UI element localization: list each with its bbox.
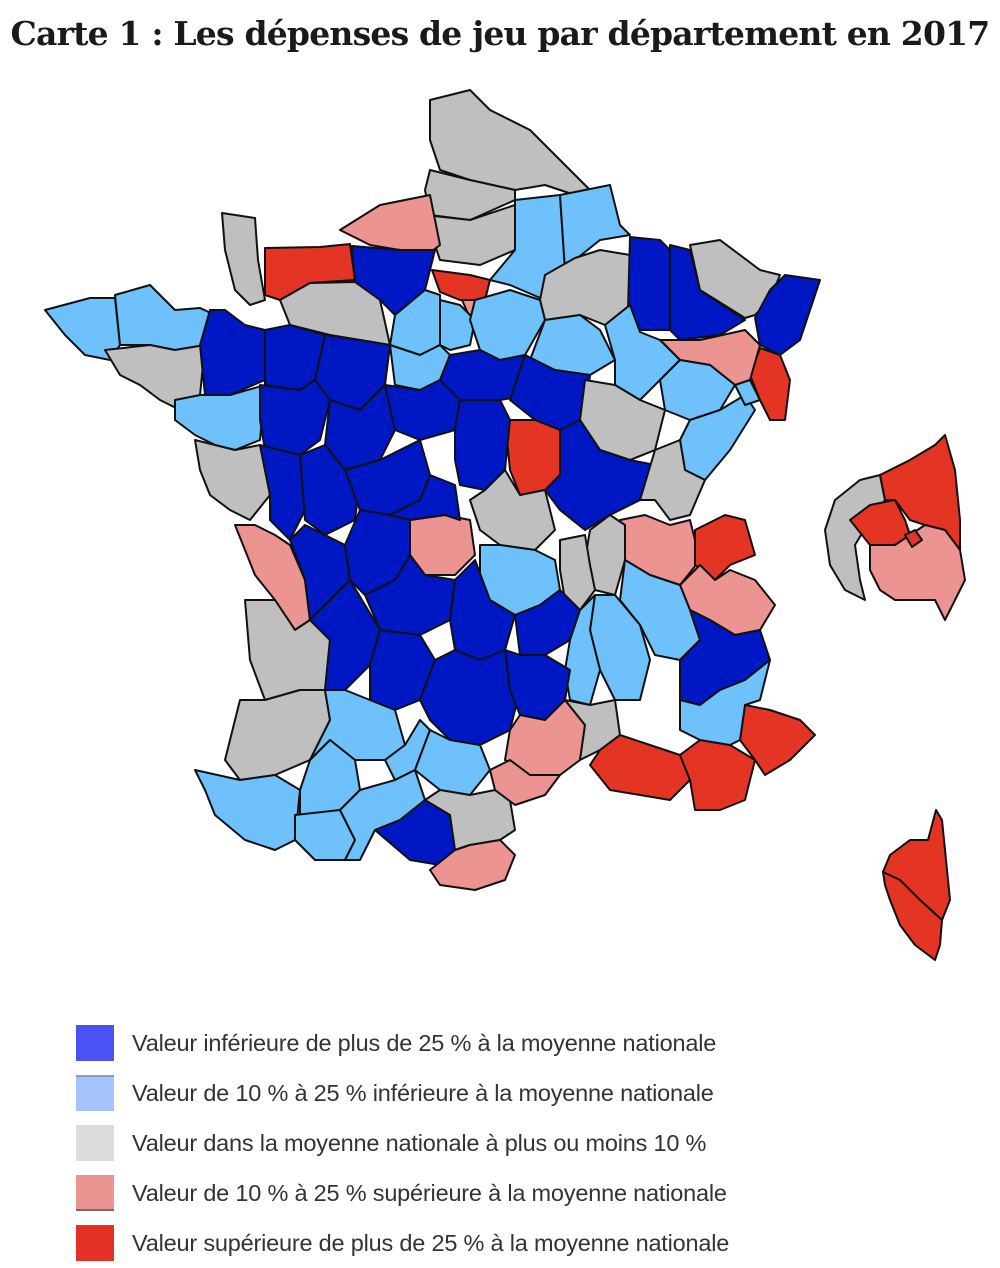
department-loire-atlantique [174, 384, 266, 451]
legend-item-c4: Valeur de 10 % à 25 % supérieure à la mo… [76, 1168, 729, 1218]
department-ille-et-vilaine [199, 309, 266, 396]
department-creuse [389, 474, 461, 521]
department-maine-et-loire [259, 379, 331, 456]
department-saone-et-loire [544, 419, 656, 531]
department-jura [639, 439, 706, 521]
legend-item-c3: Valeur dans la moyenne nationale à plus … [76, 1118, 729, 1168]
department-var [679, 739, 756, 811]
department-aveyron [419, 649, 521, 746]
department-territoire-de-belfort [734, 379, 761, 406]
france-choropleth-map [0, 80, 1000, 980]
legend-item-c2: Valeur de 10 % à 25 % inférieure à la mo… [76, 1068, 729, 1118]
legend-swatch-average [76, 1125, 114, 1161]
legend-label-much-higher: Valeur supérieure de plus de 25 % à la m… [132, 1229, 730, 1256]
legend-item-c5: Valeur supérieure de plus de 25 % à la m… [76, 1218, 729, 1268]
department-haut-rhin [749, 347, 791, 421]
department-alpes-maritimes [739, 704, 816, 776]
legend-item-c1: Valeur inférieure de plus de 25 % à la m… [76, 1018, 729, 1068]
department-bas-rhin [754, 274, 821, 356]
legend-label-higher: Valeur de 10 % à 25 % supérieure à la mo… [132, 1179, 727, 1206]
department-loir-et-cher [384, 379, 461, 441]
legend-swatch-lower [76, 1075, 114, 1111]
map-title: Carte 1 : Les dépenses de jeu par départ… [10, 14, 991, 53]
department-creuse-like [409, 514, 476, 576]
legend-swatch-much-lower [76, 1025, 114, 1061]
legend-swatch-higher [76, 1175, 114, 1211]
department-pyrenees-atlantiques [194, 769, 301, 851]
department-vendee [194, 439, 271, 521]
department-cotes-d-armor [114, 284, 216, 351]
department-pyrenees-orientales [429, 839, 516, 891]
department-pas-de-calais [424, 169, 516, 221]
department-corse-du-sud [882, 871, 943, 961]
legend-label-average: Valeur dans la moyenne nationale à plus … [132, 1129, 707, 1156]
legend-swatch-much-higher [76, 1225, 114, 1261]
department-haute-saone [659, 359, 736, 421]
department-manche [221, 212, 266, 306]
map-canvas [44, 89, 966, 961]
department-herault [489, 759, 561, 806]
legend-label-much-lower: Valeur inférieure de plus de 25 % à la m… [132, 1029, 717, 1056]
department-alpes-de-haute-provence [679, 659, 771, 746]
legend-label-lower: Valeur de 10 % à 25 % inférieure à la mo… [132, 1079, 714, 1106]
department-loire [559, 534, 596, 611]
department-aude [424, 789, 516, 851]
map-legend: Valeur inférieure de plus de 25 % à la m… [76, 1018, 729, 1268]
department-allier [469, 469, 556, 551]
department-seine-saint-denis-small [904, 529, 923, 548]
